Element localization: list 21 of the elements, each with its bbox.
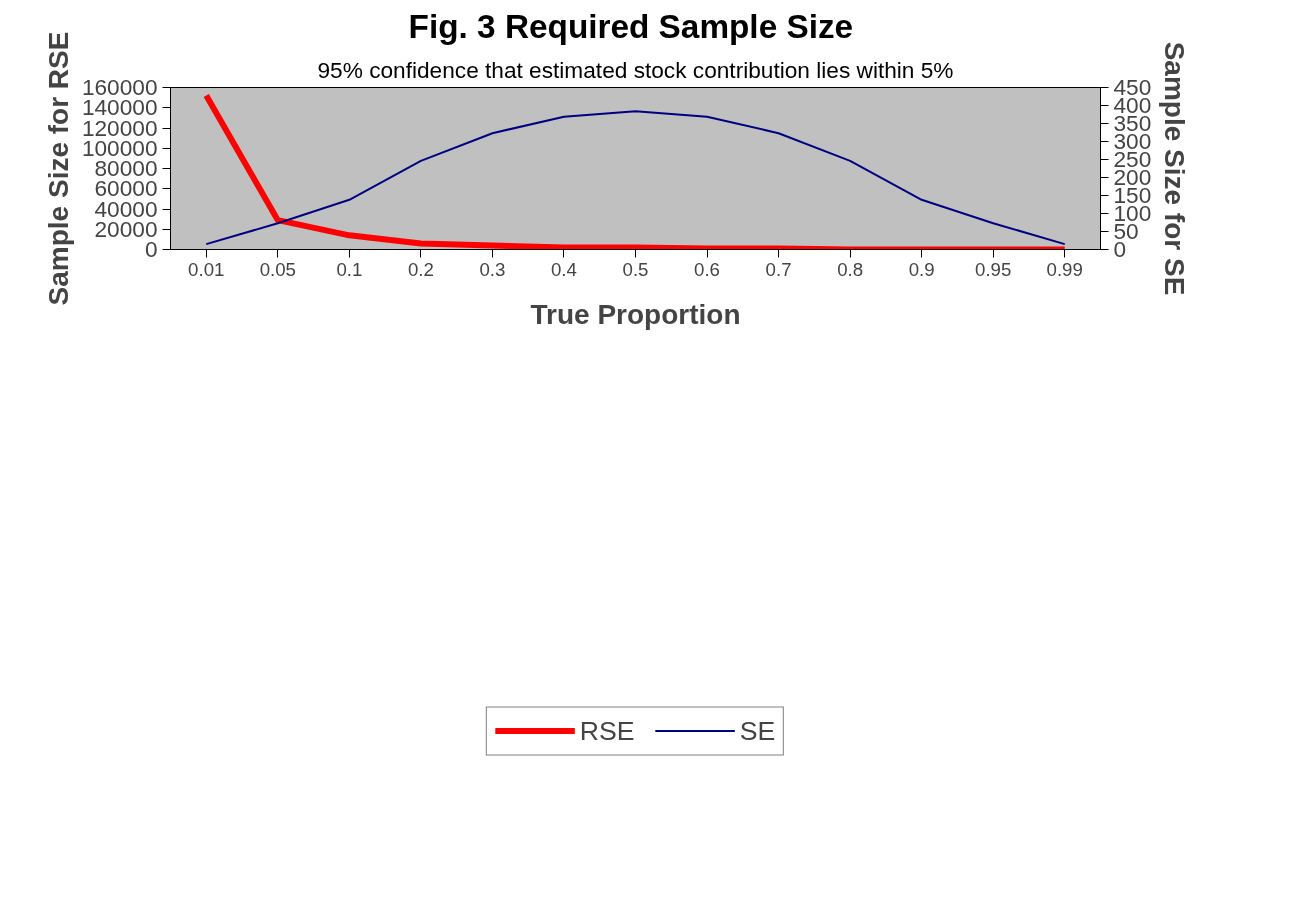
y-axis-title: Sample Size for RSE: [42, 31, 74, 306]
x-tick-label: 0.9: [908, 258, 935, 280]
x-tick-label: 0.7: [765, 258, 792, 280]
chart-title: Fig. 3 Required Sample Size: [408, 7, 854, 45]
x-tick-label: 0.5: [622, 258, 649, 280]
legend-label: RSE: [579, 715, 635, 747]
legend-label: SE: [739, 715, 776, 747]
x-tick-label: 0.95: [975, 258, 1012, 280]
y-tick-label: 0: [144, 236, 158, 262]
x-axis-title: True Proportion: [530, 298, 741, 330]
x-tick-label: 0.3: [479, 258, 506, 280]
x-tick-label: 0.8: [837, 258, 864, 280]
x-tick-label: 0.2: [407, 258, 434, 280]
x-tick-label: 0.99: [1046, 258, 1083, 280]
y2-axis-title: Sample Size for SE: [1159, 41, 1191, 296]
x-tick-label: 0.6: [694, 258, 721, 280]
x-tick-label: 0.1: [336, 258, 363, 280]
x-tick-label: 0.05: [259, 258, 296, 280]
chart-subtitle: 95% confidence that estimated stock contribution lies within 5%: [317, 56, 954, 83]
x-tick-label: 0.4: [550, 258, 577, 280]
x-tick-label: 0.01: [188, 258, 225, 280]
